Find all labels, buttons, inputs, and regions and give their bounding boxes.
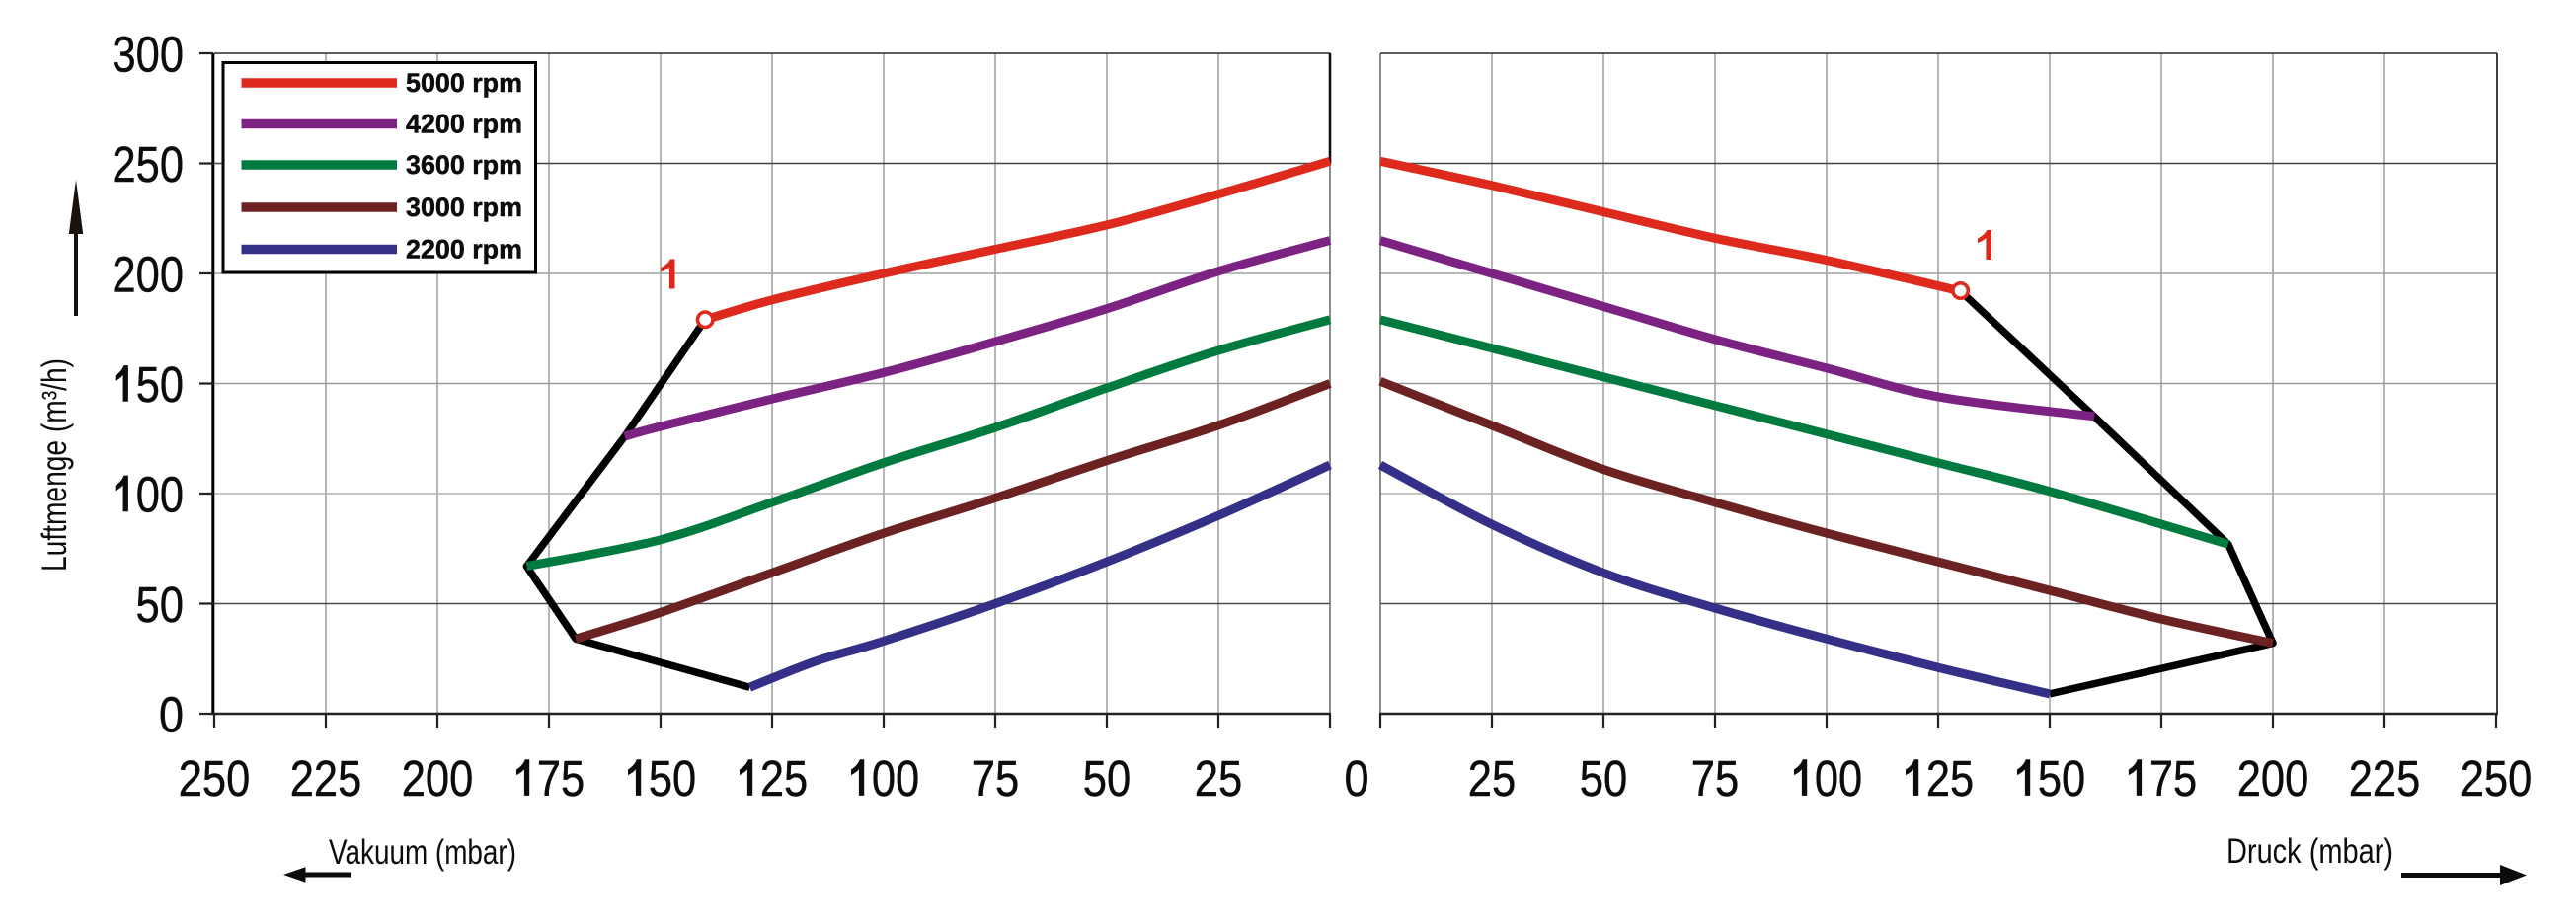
svg-text:50: 50	[2038, 750, 2085, 806]
svg-text:00: 00	[136, 466, 184, 522]
svg-text:00: 00	[1815, 750, 1862, 806]
svg-text:75: 75	[2149, 750, 2197, 806]
svg-text:0: 0	[159, 686, 184, 742]
svg-text:3600 rpm: 3600 rpm	[406, 150, 522, 180]
svg-text:25: 25	[1195, 750, 1243, 806]
svg-text:225: 225	[2349, 750, 2421, 806]
svg-text:3000 rpm: 3000 rpm	[406, 192, 522, 222]
svg-text:225: 225	[290, 750, 362, 806]
svg-text:50: 50	[136, 356, 184, 413]
svg-text:25: 25	[760, 750, 808, 806]
svg-text:50: 50	[136, 576, 185, 633]
svg-text:0: 0	[1345, 750, 1369, 806]
svg-text:00: 00	[872, 750, 919, 806]
svg-text:250: 250	[113, 136, 185, 192]
svg-text:Luftmenge (m³/h): Luftmenge (m³/h)	[36, 358, 74, 572]
svg-text:25: 25	[1468, 750, 1517, 806]
svg-text:Druck (mbar): Druck (mbar)	[2226, 832, 2393, 871]
svg-text:300: 300	[113, 26, 185, 82]
svg-text:75: 75	[537, 750, 585, 806]
svg-text:200: 200	[402, 750, 474, 806]
svg-text:50: 50	[1580, 750, 1628, 806]
svg-text:250: 250	[179, 750, 251, 806]
svg-text:2200 rpm: 2200 rpm	[406, 235, 522, 265]
svg-text:50: 50	[649, 750, 696, 806]
svg-text:25: 25	[1926, 750, 1974, 806]
svg-text:75: 75	[972, 750, 1020, 806]
svg-text:5000 rpm: 5000 rpm	[406, 68, 522, 98]
svg-text:200: 200	[2237, 750, 2309, 806]
svg-text:75: 75	[1691, 750, 1740, 806]
svg-text:50: 50	[1083, 750, 1132, 806]
svg-text:Vakuum (mbar): Vakuum (mbar)	[329, 833, 516, 872]
svg-text:200: 200	[113, 246, 185, 302]
svg-text:4200 rpm: 4200 rpm	[406, 110, 522, 139]
svg-text:250: 250	[2460, 750, 2533, 806]
